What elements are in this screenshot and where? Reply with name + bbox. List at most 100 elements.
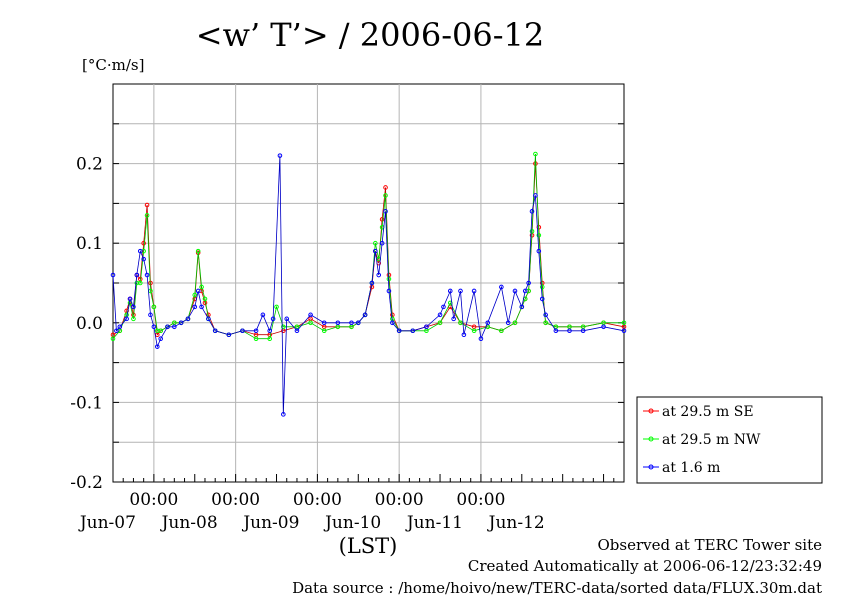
series-at-29-5-m-se	[110, 161, 627, 338]
data-point	[601, 324, 606, 330]
x-tick-label: 00:00	[211, 490, 260, 510]
grid-lines	[113, 84, 624, 482]
series-line	[112, 153, 624, 340]
data-point	[141, 256, 146, 262]
data-point	[267, 336, 273, 342]
data-point	[441, 304, 446, 310]
data-point	[499, 328, 504, 334]
data-point	[447, 288, 453, 294]
data-point	[124, 316, 129, 322]
legend-label: at 29.5 m NW	[662, 432, 761, 448]
data-point	[110, 336, 116, 342]
data-point	[458, 288, 463, 294]
data-point	[471, 288, 477, 294]
data-point	[117, 324, 123, 330]
footer-site: Observed at TERC Tower site	[597, 536, 822, 554]
data-point	[253, 328, 259, 334]
data-point	[386, 276, 392, 282]
data-point	[512, 320, 518, 326]
data-series	[110, 151, 627, 417]
x-tick-label: 00:00	[456, 490, 505, 510]
legend-swatch-marker	[648, 464, 654, 470]
data-point	[151, 324, 157, 330]
data-point	[355, 320, 361, 326]
data-point	[134, 272, 140, 278]
data-point	[151, 304, 157, 310]
legend-label: at 1.6 m	[662, 460, 720, 476]
data-point	[410, 328, 416, 334]
data-point	[373, 240, 378, 246]
data-point	[437, 320, 443, 326]
data-point	[424, 324, 429, 330]
data-point	[526, 280, 531, 286]
data-point	[373, 248, 378, 254]
data-point	[158, 336, 163, 342]
data-point	[580, 328, 586, 334]
legend-swatch-marker	[648, 436, 654, 442]
data-point	[131, 304, 136, 310]
y-axis-unit: [°C·m/s]	[82, 56, 144, 74]
date-label: Jun-11	[405, 513, 463, 533]
data-point	[127, 296, 133, 302]
data-point	[185, 316, 191, 322]
data-point	[178, 320, 184, 326]
footer-source: Data source : /home/hoivo/new/TERC-data/…	[292, 579, 822, 595]
data-point	[195, 288, 201, 294]
data-point	[199, 284, 204, 290]
data-point	[539, 296, 545, 302]
x-tick-label: 00:00	[129, 490, 178, 510]
data-point	[270, 316, 276, 322]
legend-swatch-marker	[648, 408, 654, 414]
data-point	[369, 280, 375, 286]
data-point	[499, 284, 504, 290]
y-tick-label: -0.2	[70, 473, 103, 493]
data-point	[267, 328, 273, 334]
data-point	[144, 272, 150, 278]
data-point	[308, 320, 313, 326]
series-at-29-5-m-nw	[110, 151, 627, 342]
data-point	[539, 284, 545, 290]
series-line-overlay	[112, 155, 625, 415]
data-point	[260, 312, 266, 318]
data-point	[158, 328, 163, 334]
data-point	[321, 320, 327, 326]
data-point	[376, 272, 382, 278]
series-line	[112, 163, 625, 336]
data-point	[386, 288, 392, 294]
series-line-overlay	[112, 153, 624, 339]
data-point	[202, 296, 208, 302]
data-point	[274, 304, 279, 310]
data-point	[362, 312, 368, 318]
x-axis-label: (LST)	[339, 534, 398, 558]
data-point	[451, 316, 456, 322]
data-point	[349, 320, 354, 326]
date-label: Jun-08	[160, 513, 218, 533]
data-point	[206, 316, 211, 322]
data-point	[621, 328, 627, 334]
data-point	[144, 213, 150, 218]
x-tick-label: 00:00	[293, 490, 342, 510]
data-point	[192, 292, 198, 298]
data-point	[277, 153, 283, 158]
data-point	[379, 240, 385, 246]
data-point	[529, 209, 535, 214]
data-point	[144, 202, 150, 208]
data-point	[226, 332, 232, 338]
data-point	[543, 312, 548, 318]
legend-entries: at 29.5 m SE at 29.5 m NW at 1.6 m	[643, 404, 761, 476]
data-point	[165, 324, 170, 330]
data-point	[458, 320, 463, 326]
data-point	[396, 328, 402, 334]
data-point	[536, 232, 542, 238]
data-point	[533, 151, 538, 157]
data-point	[110, 272, 116, 278]
y-tick-label: 0.0	[76, 314, 103, 334]
data-point	[281, 412, 286, 417]
data-point	[485, 320, 491, 326]
data-point	[505, 320, 511, 326]
y-tick-label: -0.1	[70, 393, 103, 413]
data-point	[253, 336, 259, 342]
data-point	[281, 324, 286, 330]
data-point	[383, 193, 388, 198]
